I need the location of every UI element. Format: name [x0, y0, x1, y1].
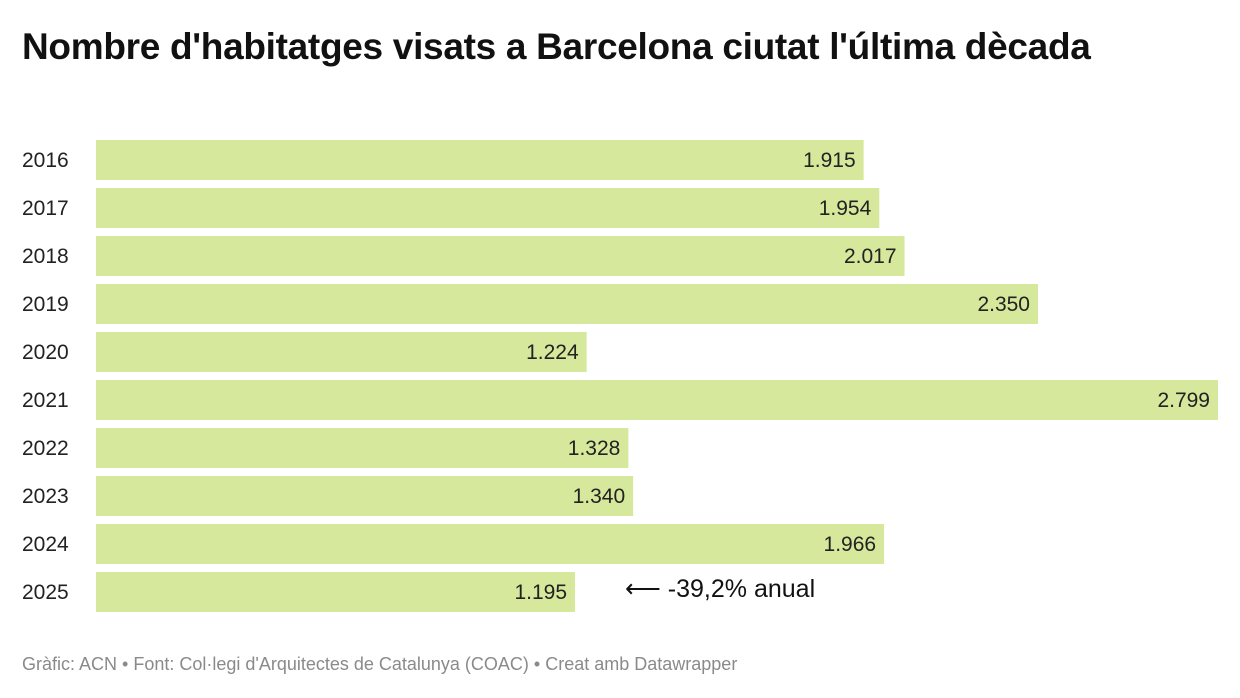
footer-credits: Gràfic: ACN • Font: Col·legi d'Arquitect…: [22, 654, 738, 674]
data-label: 1.954: [819, 197, 872, 220]
data-label: 1.340: [573, 485, 626, 508]
bar: [96, 428, 629, 468]
data-label: 1.915: [803, 149, 856, 172]
annotation: ⟵ -39,2% anual: [625, 575, 815, 603]
bar: [96, 476, 634, 516]
bar: [96, 236, 905, 276]
bar: [96, 284, 1039, 324]
category-label: 2020: [22, 341, 69, 364]
data-label: 2.017: [844, 245, 897, 268]
data-label: 1.966: [824, 533, 877, 556]
bar: [96, 524, 885, 564]
category-label: 2022: [22, 437, 69, 460]
data-label: 1.328: [568, 437, 621, 460]
bar-chart: 2016 1.915 2017 1.954 2018 2.017 2019 2.350 2020…: [22, 140, 1218, 612]
category-label: 2024: [22, 533, 69, 556]
category-label: 2016: [22, 149, 69, 172]
category-label: 2023: [22, 485, 69, 508]
category-label: 2019: [22, 293, 69, 316]
chart-title: Nombre d'habitatges visats a Barcelona c…: [22, 26, 1091, 67]
bar: [96, 380, 1218, 420]
bar: [96, 332, 587, 372]
data-label: 1.195: [514, 581, 567, 604]
data-label: 2.350: [977, 293, 1030, 316]
category-label: 2025: [22, 581, 69, 604]
data-label: 2.799: [1157, 389, 1210, 412]
category-label: 2021: [22, 389, 69, 412]
data-label: 1.224: [526, 341, 579, 364]
category-label: 2018: [22, 245, 69, 268]
bar: [96, 572, 576, 612]
category-label: 2017: [22, 197, 69, 220]
bar: [96, 140, 864, 180]
bar: [96, 188, 880, 228]
